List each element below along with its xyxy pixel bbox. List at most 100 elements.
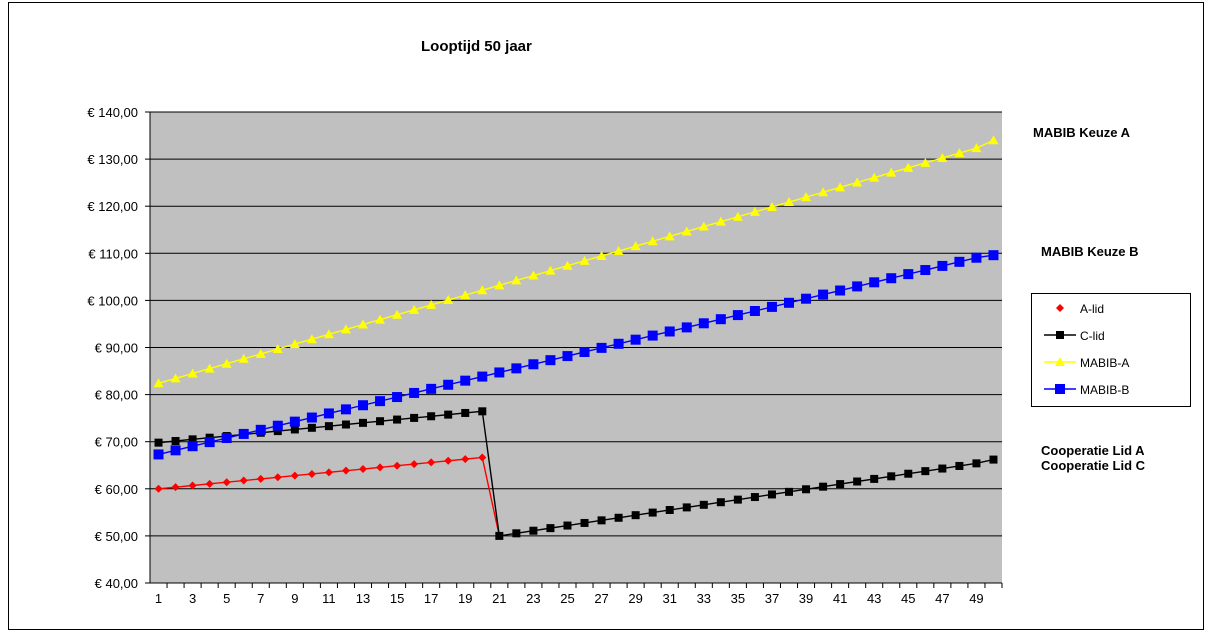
data-point-c-lid [768, 490, 776, 498]
data-point-c-lid [819, 483, 827, 491]
data-point-mabib-b [443, 380, 453, 390]
x-tick-label: 19 [458, 591, 472, 606]
data-point-c-lid [666, 506, 674, 514]
y-tick-label: € 40,00 [95, 576, 138, 591]
data-point-c-lid [717, 498, 725, 506]
data-point-mabib-b [426, 384, 436, 394]
line-chart: € 40,00 € 50,00 € 60,00 € 70,00 € 80,00 € 90,… [9, 3, 1203, 629]
x-tick-label: 49 [969, 591, 983, 606]
data-point-c-lid [887, 472, 895, 480]
x-tick-label: 39 [799, 591, 813, 606]
data-point-c-lid [444, 411, 452, 419]
x-tick-label: 27 [594, 591, 608, 606]
data-point-mabib-b [886, 273, 896, 283]
data-point-c-lid [495, 532, 503, 540]
data-point-mabib-b [750, 306, 760, 316]
data-point-mabib-b [562, 351, 572, 361]
data-point-mabib-b [205, 437, 215, 447]
x-tick-label: 1 [155, 591, 162, 606]
data-point-mabib-b [392, 392, 402, 402]
data-point-mabib-b [494, 367, 504, 377]
x-tick-label: 5 [223, 591, 230, 606]
data-point-mabib-b [511, 363, 521, 373]
data-point-c-lid [802, 485, 810, 493]
legend-item-mabib-b: MABIB-B [1032, 381, 1190, 399]
data-point-c-lid [989, 456, 997, 464]
data-point-mabib-b [665, 326, 675, 336]
data-point-c-lid [393, 416, 401, 424]
legend-marker-mabib-a [1042, 355, 1078, 369]
data-point-mabib-b [767, 302, 777, 312]
y-tick-label: € 120,00 [87, 199, 138, 214]
data-point-c-lid [734, 496, 742, 504]
annotation-cooperatie-lid-c: Cooperatie Lid C [1041, 458, 1145, 473]
data-point-c-lid [325, 422, 333, 430]
legend-marker-mabib-b [1042, 382, 1078, 396]
data-point-mabib-b [307, 413, 317, 423]
data-point-c-lid [785, 488, 793, 496]
data-point-c-lid [632, 511, 640, 519]
data-point-mabib-b [682, 322, 692, 332]
x-tick-label: 33 [697, 591, 711, 606]
legend-item-c-lid: C-lid [1032, 327, 1190, 345]
data-point-c-lid [581, 519, 589, 527]
x-tick-label: 35 [731, 591, 745, 606]
data-point-c-lid [751, 493, 759, 501]
data-point-mabib-b [188, 441, 198, 451]
annotation-mabib-keuze-b: MABIB Keuze B [1041, 244, 1139, 259]
data-point-c-lid [904, 470, 912, 478]
x-tick-label: 13 [356, 591, 370, 606]
data-point-c-lid [938, 465, 946, 473]
data-point-c-lid [955, 462, 963, 470]
data-point-mabib-b [971, 253, 981, 263]
data-point-mabib-b [375, 396, 385, 406]
data-point-mabib-b [256, 425, 266, 435]
data-point-mabib-b [358, 400, 368, 410]
data-point-mabib-b [631, 335, 641, 345]
y-tick-label: € 140,00 [87, 105, 138, 120]
data-point-mabib-b [545, 355, 555, 365]
y-tick-label: € 130,00 [87, 152, 138, 167]
data-point-c-lid [478, 407, 486, 415]
data-point-c-lid [972, 459, 980, 467]
x-tick-label: 15 [390, 591, 404, 606]
x-tick-label: 31 [662, 591, 676, 606]
legend-marker-c-lid [1042, 328, 1078, 342]
legend-label-mabib-b: MABIB-B [1080, 383, 1129, 397]
data-point-mabib-b [154, 449, 164, 459]
x-tick-label: 41 [833, 591, 847, 606]
data-point-mabib-b [171, 445, 181, 455]
data-point-c-lid [461, 409, 469, 417]
data-point-c-lid [512, 529, 520, 537]
data-point-c-lid [359, 419, 367, 427]
data-point-mabib-b [648, 331, 658, 341]
chart-frame: Looptijd 50 jaar € 40,00 € 50,00 € 60,00 € … [8, 2, 1204, 630]
data-point-mabib-b [528, 359, 538, 369]
legend-label-a-lid: A-lid [1080, 302, 1104, 316]
data-point-mabib-b [460, 376, 470, 386]
data-point-mabib-b [222, 433, 232, 443]
data-point-mabib-b [784, 298, 794, 308]
data-point-c-lid [155, 439, 163, 447]
x-tick-label: 17 [424, 591, 438, 606]
data-point-c-lid [172, 437, 180, 445]
x-tick-label: 3 [189, 591, 196, 606]
data-point-c-lid [870, 475, 878, 483]
data-point-mabib-b [597, 343, 607, 353]
y-tick-label: € 90,00 [95, 341, 138, 356]
data-point-c-lid [410, 414, 418, 422]
x-tick-label: 25 [560, 591, 574, 606]
x-tick-label: 9 [291, 591, 298, 606]
data-point-mabib-b [903, 269, 913, 279]
data-point-mabib-b [852, 281, 862, 291]
data-point-c-lid [598, 516, 606, 524]
annotation-cooperatie-lid-a: Cooperatie Lid A [1041, 443, 1145, 458]
data-point-c-lid [546, 524, 554, 532]
x-tick-label: 47 [935, 591, 949, 606]
data-point-mabib-b [869, 277, 879, 287]
data-point-c-lid [700, 501, 708, 509]
data-point-mabib-b [699, 318, 709, 328]
data-point-c-lid [836, 480, 844, 488]
data-point-mabib-b [290, 417, 300, 427]
data-point-mabib-b [988, 250, 998, 260]
